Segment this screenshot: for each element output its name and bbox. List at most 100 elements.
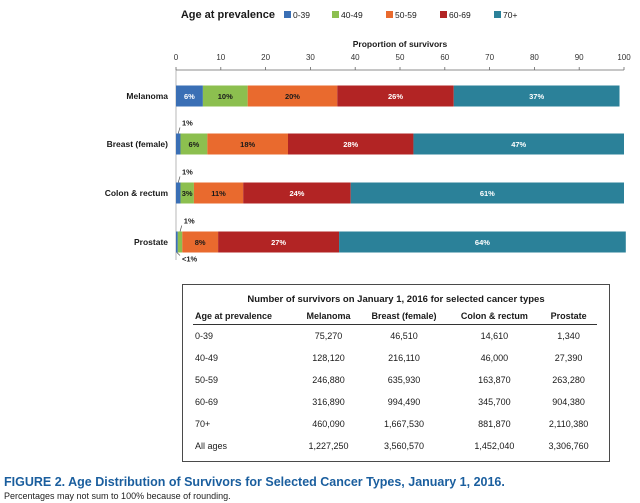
x-tick-label: 30 [306, 53, 315, 62]
legend-swatch [386, 11, 393, 18]
x-tick-label: 40 [351, 53, 360, 62]
header-age: Age at prevalence [193, 309, 298, 325]
data-label: 1% [184, 217, 195, 226]
table-cell: 345,700 [478, 397, 511, 407]
table-cell: 1,452,040 [474, 441, 515, 451]
bar-segment [453, 85, 620, 107]
category-label: Breast (female) [107, 139, 169, 149]
legend-entry: 40-49 [341, 10, 363, 20]
data-label: 18% [240, 140, 255, 149]
table-cell: 46,510 [390, 331, 418, 341]
x-tick-label: 20 [261, 53, 270, 62]
header-prostate: Prostate [540, 309, 597, 325]
table-cell: 460,090 [312, 419, 345, 429]
data-label: 3% [182, 189, 193, 198]
bar-segment [176, 133, 181, 155]
table-cell: 75,270 [314, 331, 343, 341]
data-label: 1% [182, 119, 193, 128]
data-label: 28% [343, 140, 358, 149]
bar-segment [413, 133, 624, 155]
table-row: 70+ 460,090 1,667,530 881,870 2,110,380 [193, 413, 597, 435]
bar-segment [243, 182, 351, 204]
callout-line [177, 176, 181, 183]
table-cell: 14,610 [480, 331, 509, 341]
table-cell: 128,120 [312, 353, 345, 363]
data-label: 37% [529, 92, 544, 101]
x-tick-label: 0 [174, 53, 179, 62]
x-axis-title: Proportion of survivors [353, 39, 448, 49]
x-tick-label: 10 [216, 53, 225, 62]
legend-entry: 0-39 [293, 10, 310, 20]
legend-swatch [284, 11, 291, 18]
table-cell: 46,000 [480, 353, 509, 363]
table-cell: 50-59 [195, 375, 219, 385]
data-label: 8% [195, 238, 206, 247]
table-row: 60-69 316,890 994,490 345,700 904,380 [193, 391, 597, 413]
bar-segment [207, 133, 288, 155]
x-tick-label: 60 [440, 53, 449, 62]
table-row: 50-59 246,880 635,930 163,870 263,280 [193, 369, 597, 391]
bar-segment [339, 231, 626, 253]
data-label: 24% [289, 189, 304, 198]
table-cell: 40-49 [195, 353, 219, 363]
legend-swatch [332, 11, 339, 18]
table-cell: 163,870 [478, 375, 511, 385]
table-cell: 216,110 [388, 353, 420, 363]
x-tick-label: 90 [575, 53, 584, 62]
survivors-table-box: Number of survivors on January 1, 2016 f… [182, 284, 610, 462]
table-cell: 2,110,380 [548, 419, 589, 429]
table-cell: 3,560,570 [383, 441, 425, 451]
table-cell: 1,667,530 [383, 419, 425, 429]
data-label: 47% [511, 140, 526, 149]
data-label: <1% [182, 255, 198, 264]
table-row: All ages 1,227,250 3,560,570 1,452,040 3… [193, 435, 597, 457]
data-label: 26% [388, 92, 403, 101]
table-cell: 881,870 [478, 419, 511, 429]
table-cell: 904,380 [552, 397, 585, 407]
category-label: Colon & rectum [105, 188, 169, 198]
table-cell: 60-69 [195, 397, 219, 407]
table-row: 40-49 128,120 216,110 46,000 27,390 [193, 347, 597, 369]
table-cell: 263,280 [552, 375, 585, 385]
bar-segment [350, 182, 624, 204]
bar-segment [218, 231, 340, 253]
data-label: 1% [182, 168, 193, 177]
bar-segment [180, 182, 194, 204]
legend-entry: 70+ [503, 10, 517, 20]
legend-title: Age at prevalence [181, 9, 275, 21]
bar-segment [288, 133, 414, 155]
header-melanoma: Melanoma [297, 309, 360, 325]
bar-segment [176, 231, 178, 253]
data-label: 64% [475, 238, 490, 247]
bar-segment [193, 182, 244, 204]
data-label: 11% [211, 189, 226, 198]
table-cell: 1,227,250 [308, 441, 349, 451]
table-cell: 246,880 [312, 375, 345, 385]
header-breast: Breast (female) [359, 309, 449, 325]
x-tick-label: 100 [617, 53, 631, 62]
bar-segment [247, 85, 338, 107]
data-label: 27% [271, 238, 286, 247]
survivors-table: Age at prevalence Melanoma Breast (femal… [193, 309, 597, 457]
table-cell: 70+ [195, 419, 211, 429]
bar-segment [176, 182, 181, 204]
callout-line [179, 225, 183, 232]
bar-segment [202, 85, 248, 107]
table-cell: 27,390 [554, 353, 583, 363]
table-header-row: Age at prevalence Melanoma Breast (femal… [193, 309, 597, 325]
table-cell: All ages [195, 441, 228, 451]
table-title: Number of survivors on January 1, 2016 f… [247, 294, 545, 305]
figure-title: FIGURE 2. Age Distribution of Survivors … [4, 475, 505, 489]
table-row: 0-39 75,270 46,510 14,610 1,340 [193, 325, 597, 348]
data-label: 61% [480, 189, 495, 198]
data-label: 6% [188, 140, 199, 149]
bar-segment [180, 133, 208, 155]
legend-swatch [494, 11, 501, 18]
data-label: 6% [184, 92, 195, 101]
x-tick-label: 70 [485, 53, 494, 62]
bar-segment [177, 231, 183, 253]
callout-line [176, 252, 181, 256]
bar-segment [337, 85, 454, 107]
category-label: Prostate [134, 237, 168, 247]
table-cell: 635,930 [387, 375, 421, 385]
